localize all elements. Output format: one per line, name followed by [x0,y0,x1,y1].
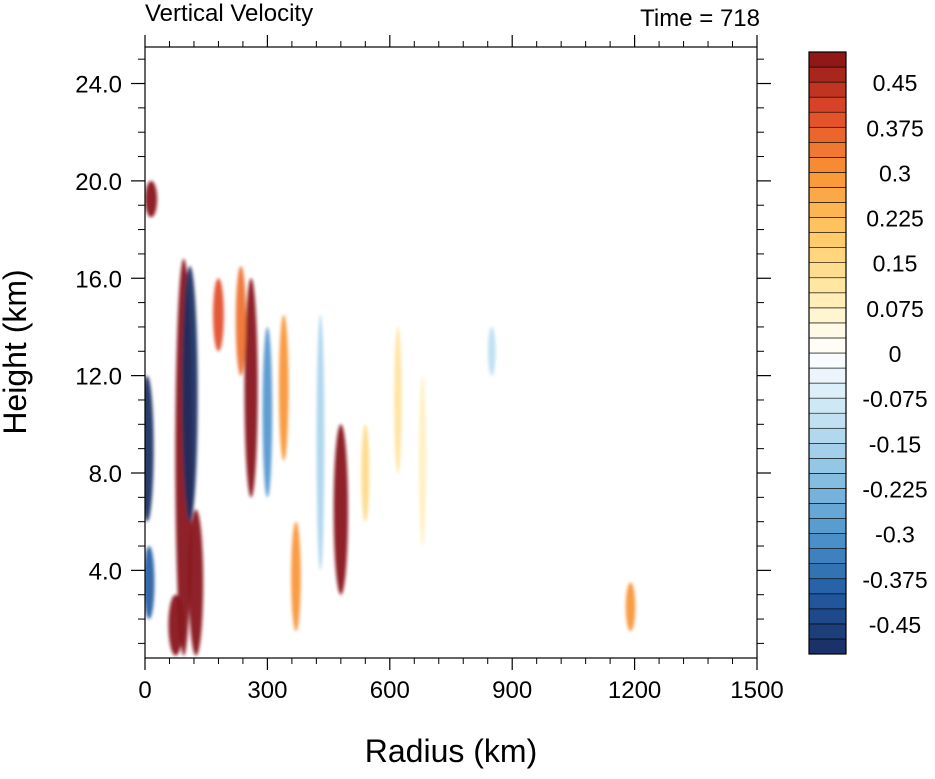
colorbar-swatch [808,66,847,83]
y-tick-label: 16.0 [75,266,122,293]
colorbar-swatch [808,578,847,595]
colorbar-swatch [808,262,847,279]
colorbar-label: -0.15 [869,431,921,457]
colorbar-label: 0 [889,341,902,367]
y-axis-label: Height (km) [0,269,33,434]
velocity-feature [418,375,426,547]
colorbar-label: 0.3 [879,160,911,186]
colorbar-swatch [808,427,847,444]
colorbar-label: -0.225 [862,476,927,502]
colorbar: 0.45 0.375 0.3 0.225 0.15 0.075 0 -0.075 -0.15 -0… [808,51,928,655]
colorbar-swatch [808,442,847,459]
velocity-feature [145,180,158,218]
velocity-field [145,180,636,656]
velocity-feature [182,266,198,522]
colorbar-swatch [808,337,847,354]
velocity-feature [145,375,154,522]
colorbar-label: 0.225 [866,206,924,232]
x-tick-label: 300 [247,677,287,704]
chart-subtitle: Time = 718 [640,5,760,32]
velocity-feature [168,594,183,656]
colorbar-swatch [808,503,847,519]
x-tick-label: 600 [370,677,410,704]
y-tick-label: 20.0 [75,169,122,196]
colorbar-frame [808,51,847,655]
x-axis-label: Radius (km) [365,733,537,769]
colorbar-swatch [808,96,847,113]
velocity-feature [625,582,636,632]
colorbar-swatch [808,307,847,324]
y-tick-label: 8.0 [89,461,122,488]
colorbar-swatch [808,232,847,248]
colorbar-swatch [808,51,847,68]
y-tick-label: 24.0 [75,72,122,99]
colorbar-swatch [808,608,847,625]
colorbar-label: -0.45 [869,612,921,638]
colorbar-swatch [808,397,847,414]
colorbar-swatch [808,111,847,128]
velocity-feature [361,424,370,522]
colorbar-swatch [808,638,847,655]
colorbar-swatch [808,548,847,565]
x-tick-label: 900 [492,677,532,704]
velocity-feature [278,314,289,461]
velocity-feature [291,521,301,632]
colorbar-swatch [808,202,847,218]
colorbar-swatch [808,126,847,143]
colorbar-label: 0.375 [866,115,924,141]
colorbar-swatch [808,563,847,580]
y-tick-label: 4.0 [89,558,122,585]
colorbar-swatch [808,488,847,504]
colorbar-swatch [808,157,847,173]
colorbar-swatch [808,593,847,610]
velocity-feature [333,424,349,595]
colorbar-swatch [808,172,847,188]
velocity-feature [488,326,496,376]
velocity-feature [394,326,402,473]
colorbar-swatch [808,473,847,489]
colorbar-swatch [808,382,847,399]
colorbar-swatch [808,367,847,384]
colorbar-swatch [808,187,847,203]
velocity-feature [235,266,246,376]
colorbar-swatch [808,322,847,339]
velocity-feature [145,546,155,620]
colorbar-swatch [808,352,847,369]
plot-frame [144,46,758,659]
colorbar-swatch [808,217,847,233]
colorbar-label: -0.3 [875,522,915,548]
velocity-feature [244,278,258,498]
y-axis: 4.0 8.0 12.0 16.0 20.0 24.0 [75,58,771,644]
x-axis: 0 300 600 900 1200 1500 [138,35,784,704]
x-tick-label: 0 [138,677,151,704]
velocity-feature [188,509,204,656]
colorbar-label: 0.075 [866,296,924,322]
colorbar-label: -0.075 [862,386,927,412]
colorbar-swatch [808,277,847,294]
velocity-feature [262,326,273,498]
y-tick-label: 12.0 [75,364,122,391]
colorbar-label: -0.375 [862,567,927,593]
colorbar-swatch [808,247,847,263]
colorbar-swatch [808,292,847,309]
chart-title: Vertical Velocity [145,0,313,27]
colorbar-swatch [808,518,847,534]
x-tick-label: 1200 [608,677,661,704]
colorbar-swatch [808,533,847,549]
velocity-feature [213,278,224,352]
colorbar-swatch [808,458,847,474]
colorbar-label: 0.15 [873,251,918,277]
colorbar-swatch [808,412,847,429]
colorbar-swatch [808,81,847,98]
colorbar-swatch [808,142,847,158]
colorbar-label: 0.45 [873,70,918,96]
colorbar-swatch [808,623,847,640]
velocity-feature [316,314,325,571]
x-tick-label: 1500 [730,677,783,704]
